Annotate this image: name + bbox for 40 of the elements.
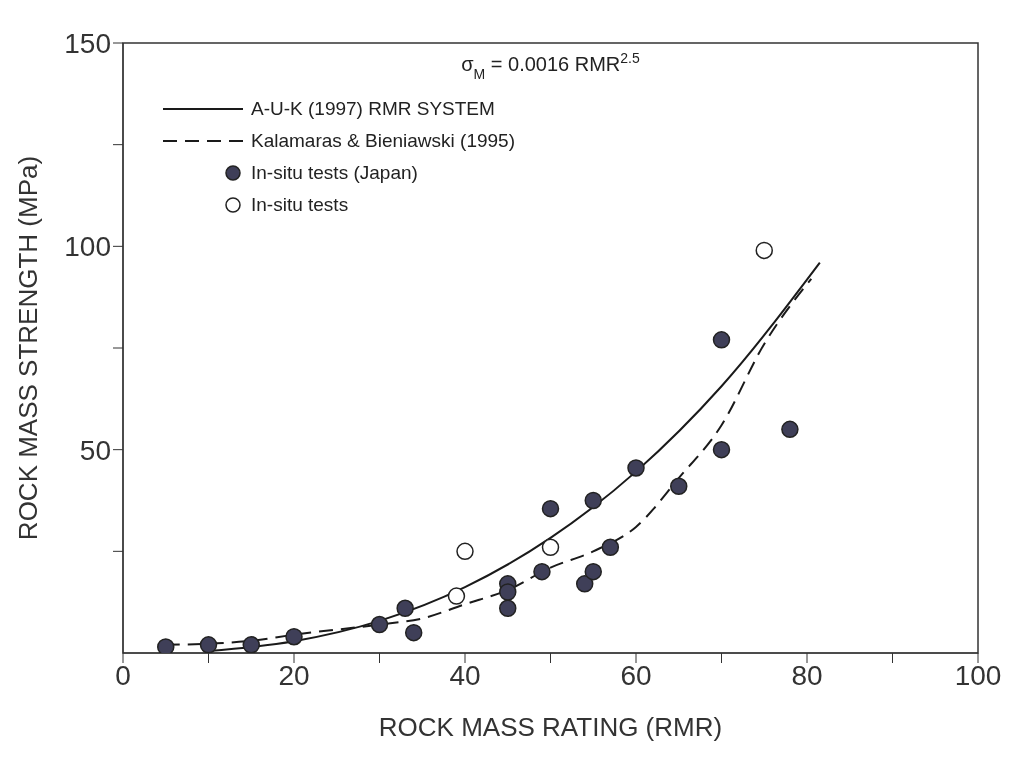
- x-tick-label: 80: [791, 659, 823, 691]
- y-tick-label: 100: [64, 231, 111, 263]
- point: [712, 440, 731, 459]
- point: [584, 562, 602, 581]
- point: [533, 562, 551, 581]
- x-tick-label: 100: [954, 659, 1002, 691]
- legend-label: In-situ tests: [251, 194, 349, 216]
- point: [285, 627, 303, 646]
- point: [242, 636, 260, 653]
- point: [447, 587, 466, 605]
- legend-label: In-situ tests (Japan): [251, 162, 418, 184]
- point: [755, 241, 773, 260]
- point: [499, 583, 517, 601]
- point: [541, 499, 560, 518]
- point: [670, 477, 688, 496]
- x-tick-label: 60: [620, 659, 652, 691]
- y-tick-label: 50: [79, 434, 111, 466]
- point: [712, 331, 731, 349]
- annotation: σ$_{M}$ = 0.0016 RMR$^{2.5}$: [461, 50, 640, 82]
- y-tick-label: 150: [64, 27, 111, 59]
- point: [199, 636, 218, 653]
- point: [601, 538, 620, 557]
- point: [575, 575, 594, 593]
- x-axis-title: ROCK MASS RATING (RMR): [378, 712, 723, 742]
- x-tick-label: 20: [278, 659, 310, 691]
- point: [157, 638, 175, 653]
- legend-label: Kalamaras & Bieniawski (1995): [251, 130, 516, 152]
- point: [396, 599, 414, 618]
- x-tick-label: 40: [449, 659, 481, 691]
- y-axis-title: ROCK MASS STRENGTH (MPa): [13, 155, 44, 541]
- point: [370, 615, 389, 634]
- point: [456, 542, 474, 561]
- point: [404, 623, 423, 642]
- point: [627, 459, 645, 477]
- point: [499, 599, 517, 618]
- legend-label: A-U-K (1997) RMR SYSTEM: [251, 98, 495, 120]
- point: [541, 538, 560, 557]
- point: [584, 491, 602, 510]
- x-tick-label: 0: [115, 659, 131, 691]
- point: [781, 420, 799, 439]
